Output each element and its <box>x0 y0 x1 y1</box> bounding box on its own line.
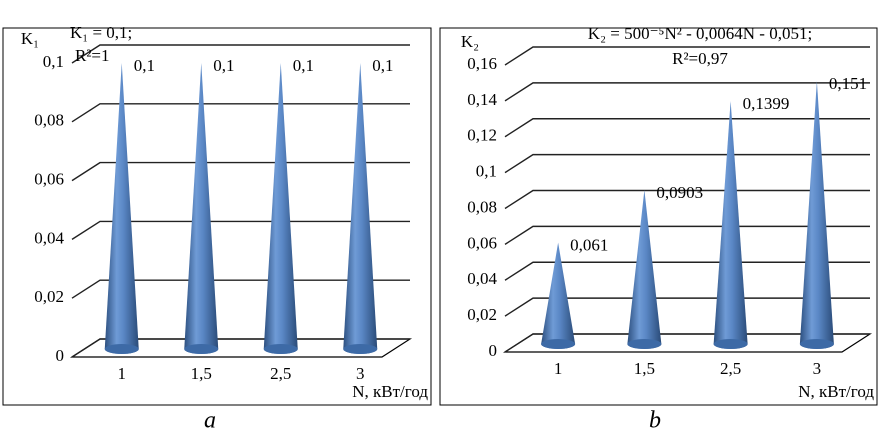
cone-base <box>627 339 662 349</box>
grid-line <box>504 333 870 353</box>
value-label: 0,0903 <box>656 183 703 202</box>
x-axis-label: N, кВт/год <box>798 382 874 401</box>
y-tick-label: 0,12 <box>467 126 497 145</box>
cone <box>799 81 834 350</box>
y-tick-label: 0 <box>56 346 65 365</box>
x-tick-label: 2,5 <box>720 359 741 378</box>
x-tick-label: 3 <box>356 364 365 383</box>
x-tick-label: 1,5 <box>634 359 655 378</box>
cone <box>343 63 378 354</box>
grid-line <box>71 161 410 182</box>
cone-base <box>343 344 378 354</box>
y-tick-label: 0,14 <box>467 90 497 109</box>
y-tick-label: 0,04 <box>34 228 64 247</box>
y-tick-label: 0,06 <box>34 170 64 189</box>
cone <box>713 101 748 349</box>
y-axis-label: K₂ <box>461 32 479 51</box>
grid-line <box>71 279 410 299</box>
grid-line <box>504 189 870 210</box>
cone <box>627 190 662 349</box>
y-axis-label: K₁ <box>21 29 39 48</box>
cone <box>263 63 298 354</box>
grid-line <box>504 297 870 317</box>
value-label: 0,061 <box>570 235 608 254</box>
x-tick-label: 1,5 <box>191 364 212 383</box>
grid-line <box>504 118 870 138</box>
cone-base <box>184 344 219 354</box>
value-label: 0,151 <box>829 74 867 93</box>
x-tick-label: 1 <box>118 364 127 383</box>
grid-line <box>504 261 870 281</box>
y-tick-label: 0,04 <box>467 269 497 288</box>
grid-line <box>71 220 410 240</box>
caption: a <box>204 408 216 434</box>
value-label: 0,1399 <box>743 94 790 113</box>
y-tick-label: 0 <box>489 341 498 360</box>
annotation: R²=1 <box>75 46 110 65</box>
grid-line <box>71 338 410 358</box>
caption: b <box>649 408 661 434</box>
value-label: 0,1 <box>213 56 234 75</box>
grid-line <box>71 44 410 64</box>
grid-line <box>504 82 870 102</box>
value-label: 0,1 <box>293 56 314 75</box>
y-tick-label: 0,02 <box>467 305 497 324</box>
y-tick-label: 0,02 <box>34 287 64 306</box>
y-tick-label: 0,06 <box>467 233 497 252</box>
value-label: 0,1 <box>372 56 393 75</box>
cone-base <box>263 344 298 354</box>
y-tick-label: 0,1 <box>43 52 64 71</box>
value-label: 0,1 <box>134 56 155 75</box>
cone-base <box>104 344 139 354</box>
grid-line <box>504 46 870 66</box>
cone <box>104 63 139 354</box>
cone-base <box>541 339 576 349</box>
grid-line <box>504 225 870 245</box>
annotation: R²=0,97 <box>672 49 728 68</box>
annotation: K₂ = 500⁻⁵N² - 0,0064N - 0,051; <box>588 24 812 43</box>
x-tick-label: 2,5 <box>270 364 291 383</box>
x-tick-label: 3 <box>813 359 822 378</box>
annotation: K₁ = 0,1; <box>70 23 132 42</box>
cone-base <box>799 339 834 349</box>
y-tick-label: 0,08 <box>467 197 497 216</box>
cone <box>541 242 576 349</box>
cone-base <box>713 339 748 349</box>
y-tick-label: 0,16 <box>467 54 497 73</box>
y-tick-label: 0,08 <box>34 111 64 130</box>
y-tick-label: 0,1 <box>476 162 497 181</box>
cone <box>184 63 219 354</box>
grid-line <box>504 153 870 174</box>
x-axis-label: N, кВт/год <box>352 382 428 401</box>
grid-line <box>71 103 410 123</box>
x-tick-label: 1 <box>554 359 563 378</box>
